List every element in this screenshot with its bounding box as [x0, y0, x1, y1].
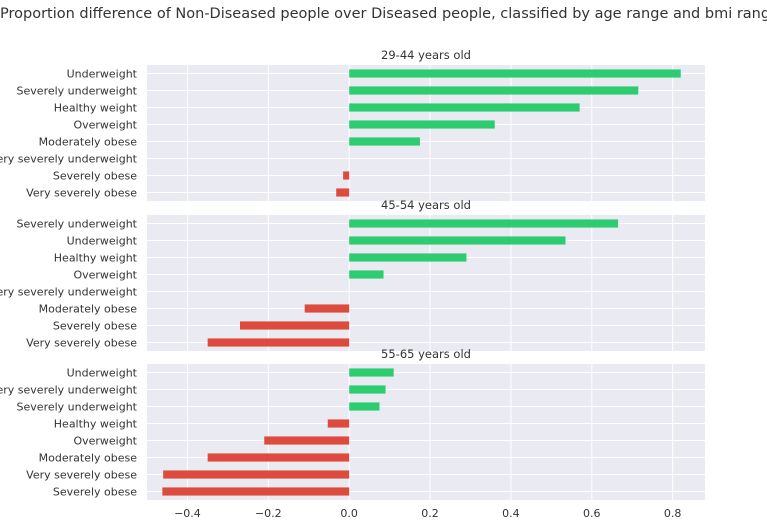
category-label: Severely obese	[53, 486, 137, 499]
x-tick-label: 0.2	[421, 507, 439, 520]
bar	[349, 270, 384, 279]
bar	[349, 236, 566, 245]
category-label: Underweight	[67, 367, 138, 380]
bar	[349, 103, 580, 112]
bar	[240, 321, 350, 330]
bar	[336, 188, 350, 197]
x-tick-label: −0.4	[174, 507, 201, 520]
category-label: Healthy weight	[54, 418, 138, 431]
category-label: Moderately obese	[39, 136, 138, 149]
panel-background	[147, 65, 705, 201]
panel-background	[147, 364, 705, 500]
x-tick-label: 0.4	[502, 507, 520, 520]
bar	[349, 69, 681, 78]
category-label: Healthy weight	[54, 102, 138, 115]
x-tick-label: 0.6	[583, 507, 601, 520]
panel-title: 29-44 years old	[381, 48, 471, 62]
category-label: Severely obese	[53, 170, 137, 183]
category-label: Very severely underweight	[0, 286, 138, 299]
bar	[349, 368, 394, 377]
panel-background	[147, 215, 705, 351]
category-label: Moderately obese	[39, 303, 138, 316]
category-label: Moderately obese	[39, 452, 138, 465]
category-label: Severely obese	[53, 320, 137, 333]
x-tick-label: 0.0	[340, 507, 358, 520]
bar	[327, 419, 350, 428]
x-tick-label: 0.8	[664, 507, 682, 520]
category-label: Very severely obese	[26, 469, 137, 482]
category-label: Very severely obese	[26, 337, 137, 350]
bar	[349, 402, 380, 411]
bar	[349, 385, 386, 394]
bar	[349, 219, 619, 228]
panel-title: 45-54 years old	[381, 198, 471, 212]
category-label: Severely underweight	[17, 218, 138, 231]
category-label: Underweight	[67, 235, 138, 248]
category-label: Very severely underweight	[0, 384, 138, 397]
category-label: Very severely obese	[26, 187, 137, 200]
category-label: Overweight	[73, 435, 137, 448]
bar	[163, 470, 350, 479]
x-tick-label: −0.2	[255, 507, 282, 520]
bar	[343, 171, 350, 180]
category-label: Underweight	[67, 68, 138, 81]
category-label: Overweight	[73, 119, 137, 132]
bar	[349, 253, 467, 262]
bar	[264, 436, 350, 445]
panel-title: 55-65 years old	[381, 347, 471, 361]
bar	[304, 304, 350, 313]
bar	[349, 86, 639, 95]
category-label: Severely underweight	[17, 401, 138, 414]
bar	[349, 137, 420, 146]
bar	[349, 120, 495, 129]
category-label: Severely underweight	[17, 85, 138, 98]
chart-title: Proportion difference of Non-Diseased pe…	[0, 6, 767, 22]
bar	[207, 453, 350, 462]
category-label: Very severely underweight	[0, 153, 138, 166]
category-label: Overweight	[73, 269, 137, 282]
bar	[207, 338, 350, 347]
bar	[162, 487, 350, 496]
category-label: Healthy weight	[54, 252, 138, 265]
